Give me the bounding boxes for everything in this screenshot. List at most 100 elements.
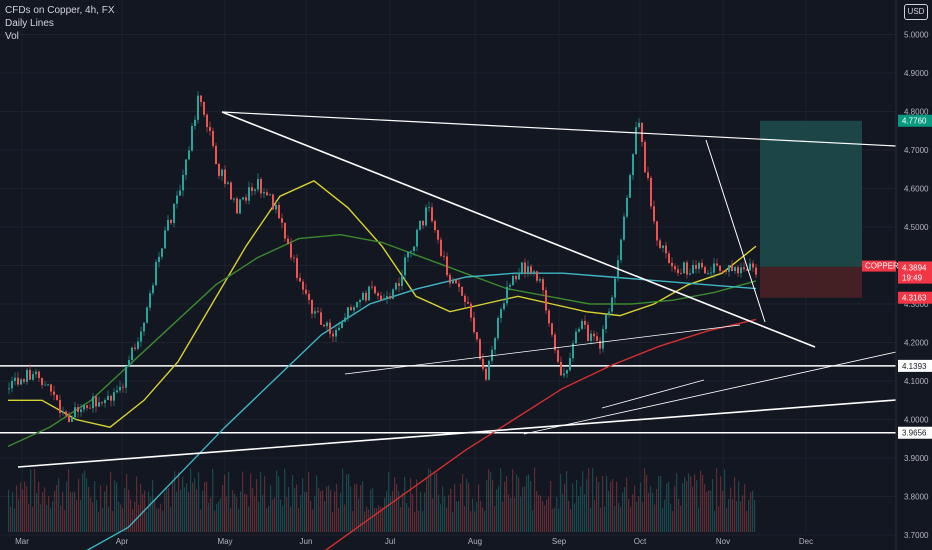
trendline[interactable] — [17, 399, 897, 468]
candle — [332, 333, 334, 337]
candle — [365, 292, 367, 301]
trendline[interactable] — [221, 111, 897, 147]
long-position-zones[interactable] — [760, 120, 862, 298]
trendline[interactable] — [705, 139, 766, 323]
volume-bar — [70, 492, 72, 532]
target-zone[interactable] — [760, 120, 862, 267]
volume-bar — [58, 477, 60, 532]
volume-bar — [250, 473, 252, 532]
volume-bar — [24, 481, 26, 532]
volume-bar — [214, 510, 216, 532]
volume-bar — [530, 481, 532, 532]
volume-bar — [310, 500, 312, 532]
time-axis[interactable]: Mar Apr May Jun Jul Aug Sep Oct Nov Dec — [15, 537, 813, 546]
volume-bar — [390, 495, 392, 532]
volume-bar — [672, 510, 674, 532]
volume-bar — [718, 506, 720, 532]
volume-bar — [294, 488, 296, 532]
volume-bar — [724, 469, 726, 532]
volume-bar — [712, 478, 714, 532]
candle — [623, 216, 625, 240]
trendline[interactable] — [344, 324, 741, 375]
volume-bar — [520, 496, 522, 532]
horizontal-levels[interactable] — [0, 365, 896, 434]
volume-bar — [402, 493, 404, 532]
volume-bar — [446, 507, 448, 532]
indicator-volume[interactable]: Vol — [5, 31, 19, 42]
candle — [590, 333, 592, 342]
volume-bar — [382, 507, 384, 532]
trendlines[interactable] — [17, 111, 897, 468]
candle — [107, 395, 109, 400]
volume-bar — [146, 511, 148, 532]
candle — [527, 266, 529, 274]
volume-bar — [486, 480, 488, 532]
candle — [692, 264, 694, 274]
volume-bar — [618, 502, 620, 532]
volume-bar — [664, 499, 666, 532]
volume-bar — [600, 507, 602, 532]
volume-bar — [378, 505, 380, 532]
trendline[interactable] — [523, 351, 897, 435]
volume-bar — [72, 492, 74, 532]
volume-bar — [288, 486, 290, 532]
candle — [431, 207, 433, 222]
candle — [26, 369, 28, 382]
volume-bar — [18, 499, 20, 532]
candle — [62, 411, 64, 414]
volume-bar — [538, 494, 540, 532]
symbol-title[interactable]: CFDs on Copper, 4h, FX — [5, 5, 115, 16]
candle — [233, 198, 235, 200]
volume-bar — [604, 506, 606, 532]
volume-bar — [534, 467, 536, 532]
volume-bar — [736, 501, 738, 532]
volume-bar — [372, 488, 374, 532]
candle — [401, 275, 403, 286]
stop-zone[interactable] — [760, 266, 862, 298]
level-price-tag — [898, 426, 932, 439]
volume-bar — [292, 474, 294, 532]
trendline[interactable] — [221, 111, 816, 348]
candle — [518, 272, 520, 280]
price-tick-label: 3.9000 — [904, 454, 929, 463]
candle — [428, 207, 430, 209]
volume-bar — [234, 493, 236, 532]
candle — [290, 243, 292, 258]
volume-bar — [158, 508, 160, 532]
volume-bar — [222, 485, 224, 532]
candle — [140, 331, 142, 342]
volume-bar — [164, 492, 166, 532]
currency-button[interactable]: USD — [904, 4, 928, 20]
volume-bar — [400, 507, 402, 532]
candle — [689, 273, 691, 275]
volume-bar — [602, 476, 604, 532]
candle — [611, 297, 613, 312]
candle — [17, 377, 19, 385]
volume-bar — [610, 481, 612, 532]
candle — [473, 317, 475, 333]
candle — [674, 266, 676, 270]
candle — [125, 366, 127, 388]
volume-bar — [280, 499, 282, 532]
volume-bar — [102, 507, 104, 532]
trendline[interactable] — [601, 379, 705, 409]
candle — [494, 338, 496, 350]
candle — [731, 265, 733, 272]
volume-bar — [156, 508, 158, 532]
volume-bar — [558, 508, 560, 532]
volume-bar — [210, 497, 212, 532]
volume-bar — [258, 501, 260, 532]
volume-bar — [540, 495, 542, 532]
volume-bar — [78, 478, 80, 532]
volume-bar — [714, 510, 716, 532]
volume-bar — [438, 494, 440, 532]
candle — [749, 263, 751, 271]
candle — [35, 371, 37, 375]
candle — [755, 267, 757, 275]
price-tick-label: 4.0000 — [904, 416, 929, 425]
volume-bar — [660, 476, 662, 532]
candle — [413, 246, 415, 252]
indicator-daily-lines[interactable]: Daily Lines — [5, 18, 54, 29]
volume-bar — [596, 476, 598, 532]
